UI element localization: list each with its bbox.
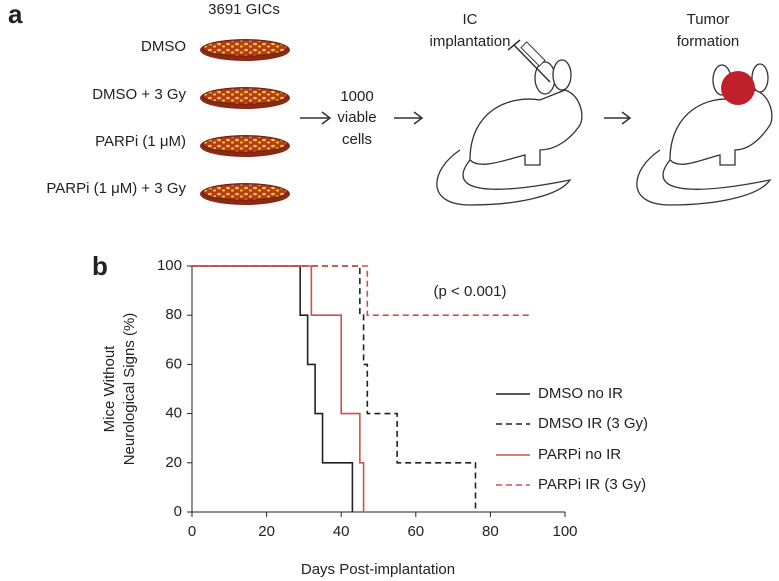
condition: PARPi (1 μM): [95, 133, 186, 150]
x-tick-label: 60: [407, 523, 424, 540]
implant-label: implantation: [430, 33, 511, 50]
tumor: [721, 71, 755, 105]
condition: PARPi (1 μM) + 3 Gy: [46, 180, 186, 197]
arrow: [604, 111, 632, 125]
annotation: (p < 0.001): [434, 283, 507, 300]
survival-line: [192, 265, 354, 512]
x-axis-label: Days Post-implantation: [301, 561, 455, 578]
legend-label: DMSO IR (3 Gy): [538, 415, 648, 432]
cells-label: cells: [342, 131, 372, 148]
x-tick-label: 80: [482, 523, 499, 540]
y-tick-label: 100: [157, 257, 182, 274]
tumor-label: formation: [677, 33, 740, 50]
x-tick-label: 20: [258, 523, 275, 540]
y-tick-label: 0: [174, 503, 182, 520]
y-axis-label: Mice Without: [101, 345, 118, 433]
syringe: [507, 39, 551, 83]
mouse: [436, 39, 583, 206]
x-tick-label: 40: [333, 523, 350, 540]
arrow: [394, 111, 424, 125]
survival-line: [192, 265, 477, 512]
legend-label: PARPi IR (3 Gy): [538, 476, 646, 493]
y-axis-label: Neurological Signs (%): [121, 313, 138, 466]
mouse: [636, 63, 773, 206]
cells-label: 1000: [340, 88, 373, 105]
legend-label: DMSO no IR: [538, 385, 623, 402]
dish-header: 3691 GICs: [208, 1, 280, 18]
condition: DMSO + 3 Gy: [92, 86, 186, 103]
cells-label: viable: [337, 109, 376, 126]
survival-line: [192, 265, 365, 512]
x-tick-label: 100: [552, 523, 577, 540]
condition: DMSO: [141, 38, 186, 55]
panel-label: b: [92, 251, 108, 281]
tumor-label: Tumor: [687, 11, 730, 28]
y-tick-label: 40: [165, 405, 182, 422]
y-tick-label: 20: [165, 454, 182, 471]
implant-label: IC: [463, 11, 478, 28]
legend-label: PARPi no IR: [538, 446, 621, 463]
y-tick-label: 60: [165, 355, 182, 372]
arrow: [300, 111, 332, 125]
panel-label: a: [8, 0, 23, 29]
y-tick-label: 80: [165, 306, 182, 323]
dishes: [200, 39, 290, 205]
x-tick-label: 0: [188, 523, 196, 540]
